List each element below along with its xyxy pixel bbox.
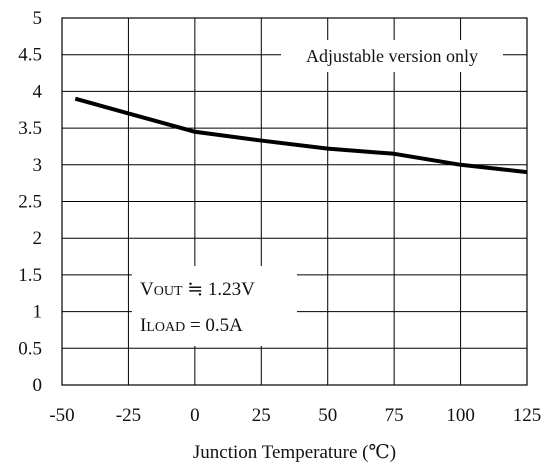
y-tick-label: 4: [33, 81, 43, 102]
y-tick-label: 1: [33, 302, 43, 323]
series-layer: [74, 96, 528, 175]
annotation-note-background: [281, 40, 503, 72]
y-tick-label: 3.5: [18, 118, 42, 139]
x-tick-label: 100: [446, 405, 475, 426]
vout-label: V: [140, 279, 154, 300]
y-tick-label: 2.5: [18, 192, 42, 213]
y-axis-ticks: 0 0.5 1 1.5 2 2.5 3 3.5 4 4.5 5: [18, 8, 42, 396]
y-tick-label: 1.5: [18, 265, 42, 286]
iload-value: = 0.5A: [185, 315, 243, 336]
x-tick-label: 50: [318, 405, 337, 426]
x-axis-label: Junction Temperature (℃): [193, 442, 396, 463]
y-tick-label: 2: [33, 228, 43, 249]
y-tick-label: 4.5: [18, 45, 42, 66]
y-tick-label: 3: [33, 155, 43, 176]
annotation-vout: VOUT ≒ 1.23V: [140, 279, 255, 300]
x-tick-label: -25: [116, 405, 141, 426]
x-tick-label: 25: [252, 405, 271, 426]
conditions-box-background: [132, 266, 297, 346]
x-tick-label: -50: [49, 405, 74, 426]
vout-value: ≒ 1.23V: [183, 279, 256, 300]
annotation-note: Adjustable version only: [306, 46, 478, 66]
x-tick-label: 75: [385, 405, 404, 426]
x-axis-ticks: -50 -25 0 25 50 75 100 125: [49, 405, 541, 426]
iload-label: I: [140, 315, 146, 336]
annotation-iload: ILOAD = 0.5A: [140, 315, 243, 336]
plot-frame: [61, 17, 528, 386]
series-line: [74, 96, 528, 175]
x-tick-label: 0: [190, 405, 200, 426]
y-tick-label: 5: [33, 8, 43, 29]
x-tick-label: 125: [513, 405, 542, 426]
iload-subscript: LOAD: [146, 320, 185, 335]
vout-subscript: OUT: [154, 284, 183, 299]
y-tick-label: 0: [33, 375, 43, 396]
y-tick-label: 0.5: [18, 338, 42, 359]
